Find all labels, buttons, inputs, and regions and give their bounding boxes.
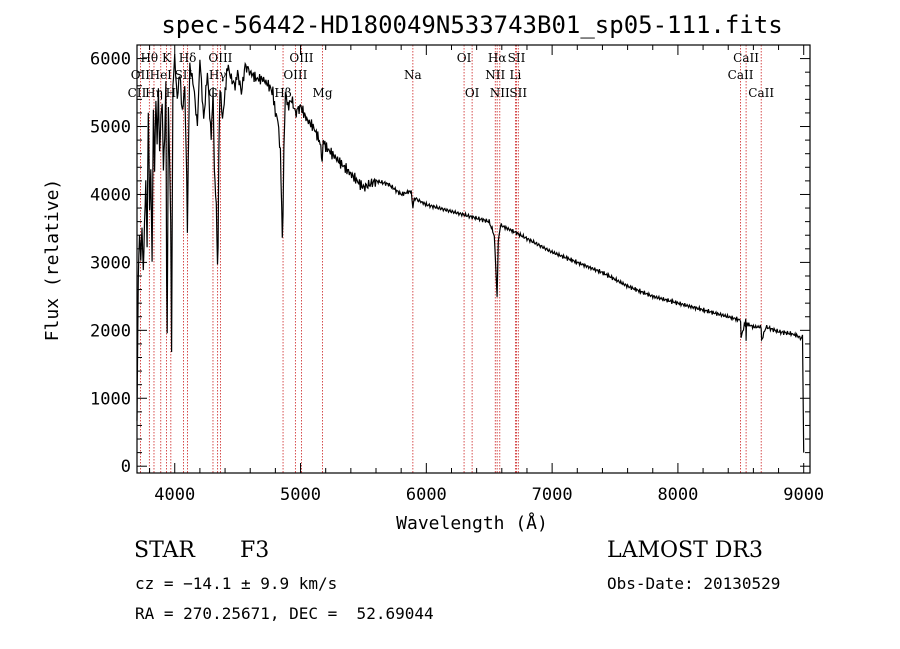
line-label-15: Mg xyxy=(313,86,333,100)
line-label-3: Hη xyxy=(145,86,163,100)
x-tick-label-1: 5000 xyxy=(280,485,321,505)
y-tick-label-4: 4000 xyxy=(90,185,131,205)
line-label-19: Hα xyxy=(488,51,507,65)
y-tick-label-0: 0 xyxy=(121,457,131,477)
chart-title: spec-56442-HD180049N533743B01_sp05-111.f… xyxy=(161,11,782,39)
y-tick-label-3: 3000 xyxy=(90,253,131,273)
redshift-readout: cz = −14.1 ± 9.9 km/s xyxy=(135,574,338,593)
x-axis-label: Wavelength (Å) xyxy=(396,512,548,534)
line-label-6: H xyxy=(166,86,176,100)
line-label-24: SII xyxy=(509,86,527,100)
line-label-1: OII xyxy=(131,68,151,82)
coordinates-readout: RA = 270.25671, DEC = 52.69044 xyxy=(135,604,434,623)
x-tick-label-5: 9000 xyxy=(783,485,824,505)
x-tick-label-2: 6000 xyxy=(406,485,447,505)
line-label-27: CaII xyxy=(748,86,774,100)
axis-ticks: 4000 5000 6000 7000 8000 9000 0 1000 2000 3000 400… xyxy=(90,45,824,505)
line-label-25: CaII xyxy=(733,51,759,65)
line-label-21: NII xyxy=(490,86,510,100)
x-tick-label-3: 7000 xyxy=(532,485,573,505)
object-class: STAR xyxy=(134,538,195,563)
line-label-5: K xyxy=(162,51,172,65)
x-tick-label-0: 4000 xyxy=(154,485,195,505)
line-label-0: Hθ xyxy=(140,51,158,65)
emission-line-markers xyxy=(136,45,762,473)
line-label-13: OIII xyxy=(289,51,313,65)
line-label-20: NII xyxy=(485,68,505,82)
line-label-23: Li xyxy=(509,68,521,82)
line-label-18: OI xyxy=(465,86,480,100)
object-subclass: F3 xyxy=(240,538,270,563)
y-tick-label-2: 2000 xyxy=(90,321,131,341)
line-label-22: SII xyxy=(508,51,526,65)
line-label-8: Hδ xyxy=(179,51,197,65)
line-label-9: OIII xyxy=(208,51,232,65)
y-tick-label-6: 6000 xyxy=(90,50,131,70)
line-label-16: Na xyxy=(404,68,422,82)
y-tick-label-1: 1000 xyxy=(90,389,131,409)
line-label-17: OI xyxy=(457,51,472,65)
line-label-11: Hγ xyxy=(209,68,227,82)
spectrum-line xyxy=(136,54,805,453)
line-label-26: CaII xyxy=(728,68,754,82)
line-label-12: Hβ xyxy=(274,86,291,100)
observation-date: Obs-Date: 20130529 xyxy=(607,574,781,593)
x-tick-label-4: 8000 xyxy=(657,485,698,505)
line-label-4: HeI xyxy=(150,68,173,82)
survey-name: LAMOST DR3 xyxy=(607,538,763,563)
line-label-14: OIII xyxy=(283,68,307,82)
plot-frame xyxy=(136,44,811,474)
y-tick-label-5: 5000 xyxy=(90,118,131,138)
y-axis-label: Flux (relative) xyxy=(42,179,63,342)
